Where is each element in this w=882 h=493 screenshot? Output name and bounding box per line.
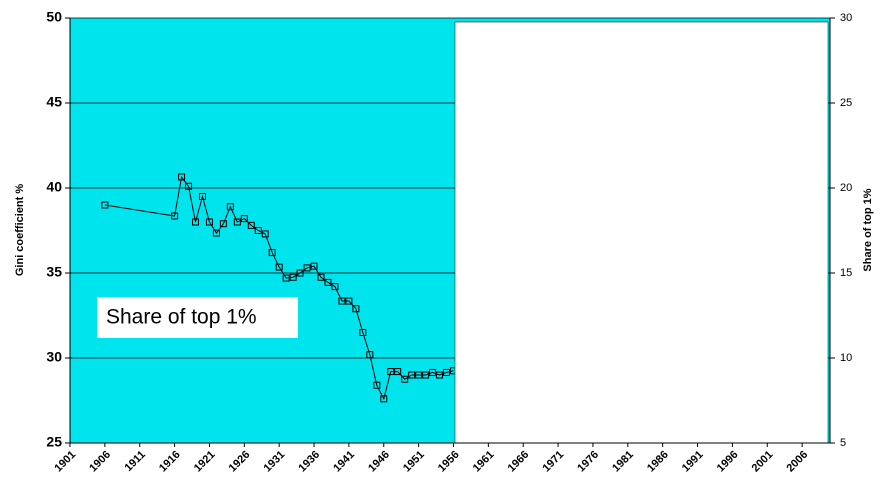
marker	[380, 395, 388, 403]
y2-tick-label: 30	[840, 12, 852, 24]
series-label: Share of top 1%	[106, 306, 257, 329]
x-tick-label: 1991	[680, 449, 706, 475]
y-tick-label: 30	[46, 349, 62, 365]
marker	[324, 278, 332, 286]
marker	[429, 368, 437, 376]
x-tick-label: 1956	[436, 449, 462, 475]
marker	[352, 305, 360, 313]
marker	[338, 297, 346, 305]
marker	[387, 368, 395, 376]
marker	[261, 230, 269, 238]
y-tick-label: 50	[46, 9, 62, 25]
x-tick-label: 1931	[262, 449, 288, 475]
x-tick-label: 1921	[192, 449, 218, 475]
x-tick-label: 1981	[610, 449, 636, 475]
marker	[212, 229, 220, 237]
marker	[422, 371, 430, 379]
marker	[394, 368, 402, 376]
marker	[359, 329, 367, 336]
y-tick-label: 35	[46, 264, 62, 280]
marker	[331, 283, 339, 291]
y2-axis-label: Share of top 1%	[862, 188, 874, 271]
marker	[303, 264, 311, 272]
marker	[192, 218, 200, 226]
x-tick-label: 1961	[471, 449, 497, 475]
marker	[373, 381, 381, 389]
marker	[240, 215, 248, 223]
x-tick-label: 1901	[52, 449, 78, 475]
marker	[310, 262, 318, 270]
y-tick-label: 25	[46, 434, 62, 450]
marker	[205, 218, 213, 226]
y-tick-label: 40	[46, 179, 62, 195]
x-tick-label: 1926	[227, 449, 253, 475]
marker	[408, 371, 416, 379]
marker	[226, 203, 234, 211]
marker	[247, 221, 255, 229]
marker	[415, 371, 423, 379]
x-tick-label: 1941	[331, 449, 357, 475]
y2-tick-label: 15	[840, 267, 852, 279]
label-box	[97, 297, 298, 338]
x-tick-label: 2001	[750, 449, 776, 475]
x-tick-label: 2006	[784, 449, 810, 475]
y2-tick-label: 20	[840, 182, 852, 194]
marker	[401, 375, 409, 383]
y-axis-label: Gini coefficient %	[14, 184, 26, 277]
x-tick-label: 1946	[366, 449, 392, 475]
x-tick-label: 1916	[157, 449, 183, 475]
marker	[443, 368, 451, 376]
marker	[171, 212, 179, 220]
marker	[289, 273, 297, 281]
marker	[185, 182, 193, 190]
y2-tick-label: 5	[840, 437, 846, 449]
marker	[345, 297, 353, 305]
x-tick-label: 1906	[87, 449, 113, 475]
x-tick-label: 1951	[401, 449, 427, 475]
marker	[198, 193, 206, 200]
marker	[317, 273, 325, 281]
marker	[275, 263, 283, 271]
x-tick-label: 1976	[575, 449, 601, 475]
marker	[366, 351, 374, 359]
marker	[436, 371, 444, 379]
x-tick-label: 1911	[123, 449, 148, 474]
cover-box	[454, 21, 829, 444]
marker	[268, 249, 276, 257]
marker	[233, 218, 241, 226]
x-tick-label: 1971	[540, 449, 566, 475]
marker	[101, 201, 109, 209]
marker	[296, 269, 304, 277]
marker	[254, 227, 262, 234]
marker	[178, 173, 186, 181]
x-tick-label: 1966	[506, 449, 532, 475]
marker	[219, 220, 227, 228]
x-tick-label: 1936	[296, 449, 322, 475]
x-tick-label: 1986	[645, 449, 671, 475]
x-tick-label: 1996	[715, 449, 741, 475]
marker	[282, 274, 290, 282]
y-tick-label: 45	[46, 94, 62, 110]
y2-tick-label: 25	[840, 97, 852, 109]
y2-tick-label: 10	[840, 352, 852, 364]
